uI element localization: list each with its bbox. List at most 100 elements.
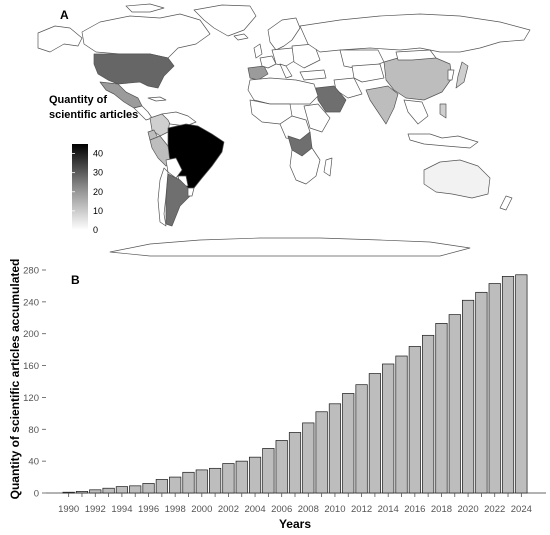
country-canada [81,13,211,59]
x-tick-label: 2012 [351,504,372,515]
bar-2008 [302,422,315,494]
country-spain [247,65,269,81]
x-tick-label: 2006 [271,504,292,515]
bar-2003 [235,460,248,494]
country-arctic-islands [125,3,165,13]
bar-1991 [75,491,89,494]
x-tick-label: 1996 [138,504,159,515]
bar-2017 [422,334,435,494]
country-saudi-arabia [315,85,347,113]
x-tick-label: 2008 [298,504,319,515]
country-madagascar [323,157,333,177]
bar-2013 [368,373,381,494]
country-iceland [233,33,249,41]
country-uruguay [187,187,195,197]
country-central-asia [351,63,385,83]
country-russia [299,13,531,53]
country-southeast-asia [403,99,429,125]
panel-a-letter: A [60,8,69,22]
legend-tick-label: 0 [93,225,98,235]
panel-b-letter: B [71,273,80,287]
country-alaska [37,25,83,53]
x-axis-title: Years [279,517,311,531]
y-tick-label: 200 [23,329,39,340]
country-korea [447,69,455,81]
bar-2021 [475,291,488,494]
bar-2010 [328,403,342,494]
x-tick-label: 2018 [431,504,452,515]
country-polygons [37,3,531,257]
y-tick-label: 240 [23,297,39,308]
country-east-africa [303,103,331,133]
bar-1993 [102,487,115,494]
y-tick-label: 280 [23,266,39,277]
bar-1997 [155,479,168,494]
bar-2024 [515,274,528,494]
legend-ticks: 40 30 20 10 0 [72,149,103,235]
bar-2018 [435,323,448,494]
bar-2023 [501,276,515,494]
bar-2020 [462,299,475,494]
x-tick-label: 2014 [378,504,399,515]
country-antarctica [109,237,471,257]
bar-2014 [382,363,395,494]
bar-2022 [488,283,501,494]
country-cuba [147,96,167,102]
bar-1996 [142,483,155,494]
bar-2011 [342,393,355,494]
country-uk [253,43,263,59]
panel-a-map: A [37,3,531,257]
country-argentina [165,173,191,227]
country-usa [93,53,175,89]
country-italy [279,63,293,79]
bar-2007 [288,432,302,494]
y-tick-label: 120 [23,393,39,404]
legend-colorbar [72,144,88,230]
x-tick-label: 2000 [191,504,212,515]
x-tick-label: 2024 [511,504,532,515]
bar-1999 [182,471,195,494]
country-japan [455,61,469,89]
country-philippines [439,103,447,119]
bar-1994 [115,486,128,494]
y-tick-label: 160 [23,361,39,372]
bar-1992 [89,489,102,494]
x-tick-label: 1990 [58,504,79,515]
x-tick-label: 1994 [111,504,132,515]
bar-2015 [395,355,408,494]
map-legend: Quantity of scientific articles 40 30 20 10… [49,94,138,235]
x-tick-label: 2010 [324,504,345,515]
bar-2006 [275,440,288,494]
country-southern-africa [289,147,321,185]
legend-tick-label: 10 [93,206,103,216]
bar-1995 [129,485,142,494]
bar-1990 [62,491,75,494]
x-axis-ticks: 1990 1992 1994 1996 1998 2000 2002 2004 2006 2008… [58,493,532,515]
legend-tick-label: 20 [93,187,103,197]
x-tick-label: 1998 [165,504,186,515]
bar-2005 [262,448,275,494]
bar-2009 [315,411,328,494]
country-india [365,85,399,125]
country-bolivia [165,157,183,179]
legend-title-line-1: Quantity of [49,94,107,106]
country-france [259,55,277,69]
bar-2004 [248,456,262,494]
bar-2012 [355,384,368,494]
y-tick-label: 0 [34,489,39,500]
country-north-africa [247,77,319,105]
x-tick-label: 2020 [458,504,479,515]
bars [62,274,528,494]
y-axis-ticks: 0 40 80 120 160 200 240 280 [23,266,46,500]
x-tick-label: 2002 [218,504,239,515]
bar-2002 [222,463,235,494]
x-tick-label: 1992 [85,504,106,515]
bar-2001 [209,467,222,494]
x-tick-label: 2016 [404,504,425,515]
legend-tick-label: 30 [93,168,103,178]
country-venezuela [161,111,197,127]
x-tick-label: 2004 [244,504,265,515]
bar-2000 [195,469,208,494]
